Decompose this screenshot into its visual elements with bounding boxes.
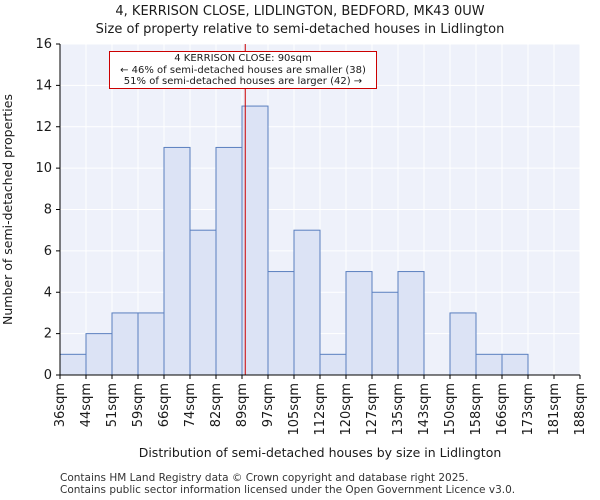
- property-annotation-box: 4 KERRISON CLOSE: 90sqm ← 46% of semi-de…: [109, 51, 377, 89]
- chart-subtitle: Size of property relative to semi-detach…: [95, 22, 505, 37]
- y-tick-label: 6: [44, 244, 52, 259]
- x-tick-label: 181sqm: [547, 383, 562, 436]
- x-axis-label: Distribution of semi-detached houses by …: [139, 445, 502, 460]
- x-tick-label: 143sqm: [417, 383, 432, 436]
- histogram-bar: [137, 312, 165, 376]
- footer-line-2: Contains public sector information licen…: [60, 484, 516, 496]
- x-tick-label: 120sqm: [339, 383, 354, 436]
- histogram-bar: [345, 271, 373, 376]
- x-tick-label: 51sqm: [105, 383, 120, 427]
- x-tick-label: 74sqm: [183, 383, 198, 427]
- y-tick-label: 12: [35, 120, 52, 135]
- histogram-bar: [215, 146, 243, 376]
- x-tick-label: 44sqm: [79, 383, 94, 427]
- y-tick-label: 0: [44, 368, 52, 383]
- x-tick-label: 135sqm: [391, 383, 406, 436]
- y-tick-label: 2: [44, 327, 52, 342]
- y-tick-label: 16: [35, 37, 52, 52]
- x-tick-label: 82sqm: [209, 383, 224, 427]
- histogram-bar: [85, 333, 113, 376]
- annotation-line-1: 4 KERRISON CLOSE: 90sqm: [174, 53, 312, 64]
- histogram-bar: [293, 229, 321, 376]
- histogram-bar: [449, 312, 477, 376]
- histogram-bar: [501, 353, 529, 376]
- histogram-bar: [241, 105, 269, 376]
- histogram-bar: [267, 271, 295, 376]
- footer-line-1: Contains HM Land Registry data © Crown c…: [60, 472, 469, 484]
- x-tick-label: 97sqm: [261, 383, 276, 427]
- y-tick-label: 4: [44, 285, 52, 300]
- x-tick-label: 112sqm: [313, 383, 328, 436]
- x-tick-label: 66sqm: [157, 383, 172, 427]
- x-tick-label: 59sqm: [131, 383, 146, 427]
- x-tick-label: 173sqm: [521, 383, 536, 436]
- x-tick-label: 158sqm: [469, 383, 484, 436]
- x-tick-label: 105sqm: [287, 383, 302, 436]
- x-tick-label: 127sqm: [365, 383, 380, 436]
- histogram-bar: [319, 353, 347, 376]
- x-tick-label: 36sqm: [53, 383, 68, 427]
- x-tick-label: 166sqm: [495, 383, 510, 436]
- chart-title: 4, KERRISON CLOSE, LIDLINGTON, BEDFORD, …: [115, 4, 485, 19]
- histogram-bar: [189, 229, 217, 376]
- y-tick-label: 14: [35, 78, 52, 93]
- annotation-line-2: ← 46% of semi-detached houses are smalle…: [120, 64, 366, 76]
- histogram-bar: [371, 291, 399, 376]
- y-tick-label: 10: [35, 161, 52, 176]
- x-tick-label: 150sqm: [443, 383, 458, 436]
- histogram-bar: [163, 146, 191, 376]
- histogram-bar: [111, 312, 139, 376]
- x-tick-label: 89sqm: [235, 383, 250, 427]
- x-tick-label: 188sqm: [573, 383, 588, 436]
- y-tick-label: 8: [44, 203, 52, 218]
- histogram-bar: [475, 353, 503, 376]
- histogram-bar: [397, 271, 425, 376]
- y-axis-label: Number of semi-detached properties: [0, 94, 15, 325]
- histogram-bar: [59, 353, 87, 376]
- annotation-line-3: 51% of semi-detached houses are larger (…: [123, 76, 363, 87]
